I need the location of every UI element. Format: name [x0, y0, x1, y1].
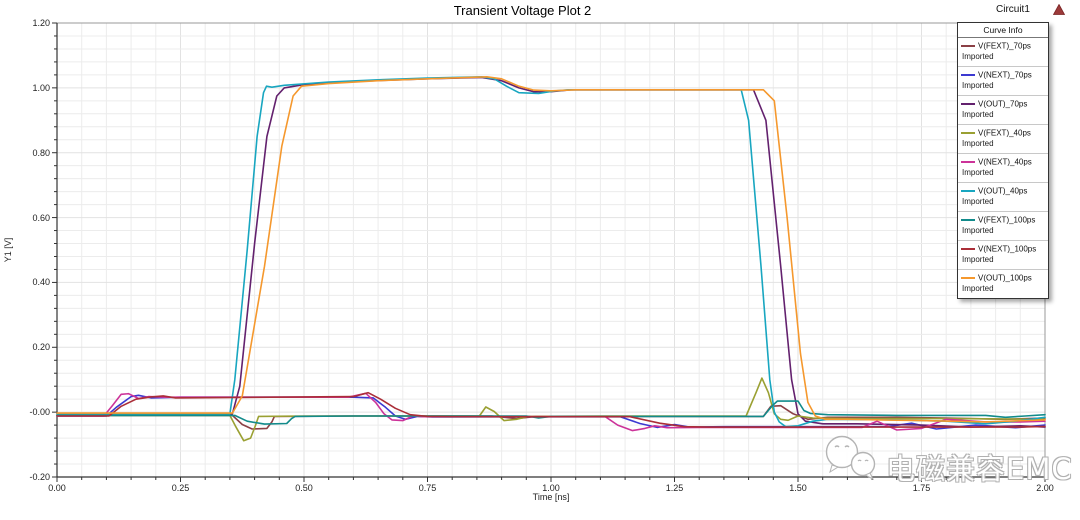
legend-curve-source: Imported: [962, 110, 994, 120]
legend-title: Curve Info: [958, 23, 1048, 38]
legend-item[interactable]: V(NEXT)_40ps Imported: [958, 154, 1048, 183]
curve-color-swatch: [961, 102, 975, 105]
x-tick-label: 1.00: [542, 483, 560, 493]
y-tick-label: 1.20: [32, 18, 50, 28]
legend-curve-name: V(OUT)_70ps: [978, 99, 1028, 109]
wechat-logo-icon: [825, 435, 876, 481]
curve-color-swatch: [961, 276, 975, 279]
curve-V(NEXT)_100ps[interactable]: [56, 391, 1046, 428]
y-axis-title: Y1 [V]: [3, 237, 13, 263]
legend-curve-name: V(FEXT)_40ps: [978, 128, 1031, 138]
legend-curve-source: Imported: [962, 81, 994, 91]
y-tick-label: 0.80: [32, 147, 50, 158]
curve-V(OUT)_100ps[interactable]: [56, 75, 1046, 423]
x-tick-label: 1.50: [789, 483, 807, 493]
y-tick-label: 1.00: [32, 82, 50, 93]
curve-color-swatch: [961, 160, 975, 163]
legend-item[interactable]: V(FEXT)_40ps Imported: [958, 125, 1048, 154]
curve-V(FEXT)_100ps[interactable]: [56, 400, 1046, 425]
x-tick-label: 0.50: [295, 483, 313, 493]
legend-curve-source: Imported: [962, 197, 994, 207]
legend-item[interactable]: V(NEXT)_70ps Imported: [958, 67, 1048, 96]
legend-item[interactable]: V(FEXT)_70ps Imported: [958, 38, 1048, 67]
curve-color-swatch: [961, 218, 975, 221]
legend-item[interactable]: V(NEXT)_100ps Imported: [958, 241, 1048, 270]
curve-color-swatch: [961, 189, 975, 192]
legend-item[interactable]: V(OUT)_100ps Imported: [958, 270, 1048, 298]
watermark-text: 电磁兼容EMC: [886, 452, 1073, 486]
x-tick-label: 0.25: [171, 483, 190, 493]
curve-color-swatch: [961, 73, 975, 76]
warning-triangle-icon: [1053, 4, 1065, 15]
x-tick-label: 0.75: [418, 483, 437, 493]
grid: [57, 23, 1045, 477]
y-tick-label: 0.20: [32, 342, 50, 353]
legend-curve-source: Imported: [962, 52, 994, 62]
x-tick-label: 1.75: [912, 483, 931, 493]
legend-item-list: V(FEXT)_70ps Imported V(NEXT)_70ps Imported…: [958, 38, 1048, 298]
x-tick-label: 1.25: [665, 483, 684, 493]
legend-item[interactable]: V(OUT)_40ps Imported: [958, 183, 1048, 212]
y-tick-label: 0.60: [32, 212, 50, 223]
legend-curve-source: Imported: [962, 168, 994, 178]
legend-item[interactable]: V(FEXT)_100ps Imported: [958, 212, 1048, 241]
legend-curve-source: Imported: [962, 284, 994, 294]
curve-color-swatch: [961, 247, 975, 250]
curve-color-swatch: [961, 131, 975, 134]
context-label: Circuit1: [996, 4, 1030, 15]
y-tick-label: 0.40: [32, 277, 50, 288]
x-tick-label: 0.00: [48, 483, 66, 493]
watermark: 电磁兼容EMC: [820, 434, 1080, 490]
x-tick-label: 2.00: [1036, 483, 1054, 493]
legend-curve-source: Imported: [962, 255, 994, 265]
legend-curve-name: V(OUT)_40ps: [978, 186, 1028, 196]
legend-curve-source: Imported: [962, 139, 994, 149]
legend-curve-name: V(OUT)_100ps: [978, 273, 1032, 283]
x-axis-title: Time [ns]: [532, 492, 570, 502]
y-tick-label: -0.00: [29, 407, 50, 418]
legend-curve-name: V(NEXT)_70ps: [978, 70, 1032, 80]
curve-color-swatch: [961, 44, 975, 47]
y-tick-label: -0.20: [29, 472, 50, 482]
legend-curve-name: V(NEXT)_40ps: [978, 157, 1032, 167]
axis-ticks: [52, 22, 1046, 482]
legend-item[interactable]: V(OUT)_70ps Imported: [958, 96, 1048, 125]
legend-curve-name: V(FEXT)_70ps: [978, 41, 1031, 51]
plot-title: Transient Voltage Plot 2: [453, 3, 592, 18]
legend-curve-name: V(FEXT)_100ps: [978, 215, 1036, 225]
legend-curve-source: Imported: [962, 226, 994, 236]
legend-curve-name: V(NEXT)_100ps: [978, 244, 1037, 254]
curve-legend[interactable]: Curve Info V(FEXT)_70ps Imported V(NEXT)_7…: [957, 22, 1049, 299]
plot-area[interactable]: [49, 21, 1049, 487]
